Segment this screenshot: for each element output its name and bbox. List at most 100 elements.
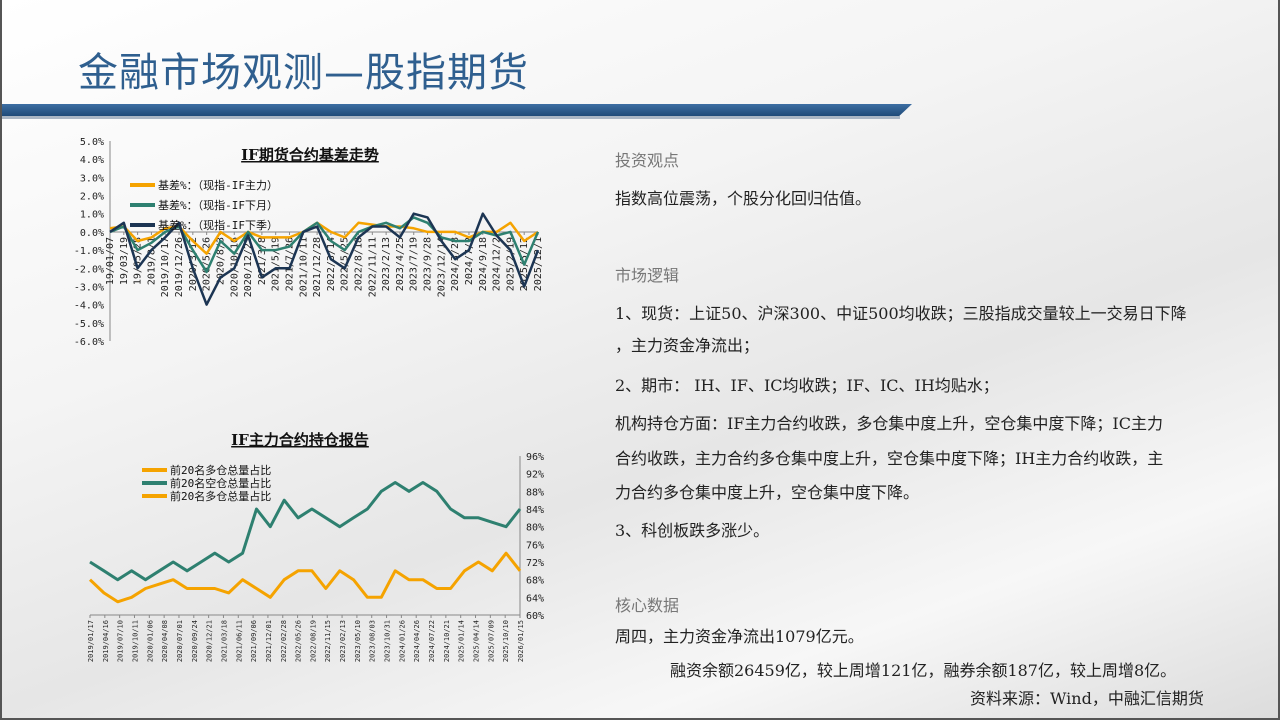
y-tick-label: -1.0%	[74, 246, 104, 257]
y-tick-label: 80%	[526, 523, 544, 534]
x-tick-label: 2024/10/21	[443, 620, 451, 662]
title-underline-bar	[0, 104, 912, 116]
x-tick-label: 2020/07/01	[176, 620, 184, 662]
x-tick-label: 2024/01/26	[398, 620, 406, 662]
x-tick-label: 2021/5/19	[271, 237, 282, 291]
x-tick-label: 2026/01/15	[517, 620, 525, 662]
x-tick-label: 2023/05/10	[354, 620, 362, 662]
x-tick-label: 2019/12/26	[174, 237, 185, 297]
x-tick-label: 2024/7/2	[464, 237, 475, 285]
chart-title: IF主力合约持仓报告	[231, 431, 369, 449]
x-tick-label: 2025/10/10	[502, 620, 510, 662]
legend-label: 基差%：（现指-IF主力）	[158, 178, 278, 192]
x-tick-label: 2022/11/11	[367, 237, 378, 297]
series-line-2	[109, 212, 540, 306]
y-tick-label: 4.0%	[80, 155, 104, 166]
x-tick-label: 2023/2/13	[381, 237, 392, 291]
x-tick-label: 2021/12/01	[265, 620, 273, 662]
x-tick-label: 2022/3/14	[326, 237, 337, 291]
chart-title: IF期货合约基差走势	[241, 146, 379, 164]
view-heading: 投资观点	[615, 151, 680, 170]
x-tick-label: 2024/9/18	[478, 237, 489, 291]
x-tick-label: 2020/12/21	[206, 620, 214, 662]
x-tick-label: 2023/08/03	[369, 620, 377, 662]
x-tick-label: 2019/04/16	[102, 620, 110, 662]
x-tick-label: 2019/07/10	[117, 620, 125, 662]
x-tick-label: 2023/02/13	[339, 620, 347, 662]
y-tick-label: 64%	[526, 593, 544, 604]
legend-label: 基差%：（现指-IF下季）	[158, 218, 278, 232]
x-tick-label: 2025/04/14	[473, 620, 481, 662]
x-tick-label: 2023/9/28	[423, 237, 434, 291]
slide-title: 金融市场观测—股指期货	[78, 50, 529, 96]
y-tick-label: 68%	[526, 576, 544, 587]
logic-inst-b: 合约收跌，主力合约多仓集中度上升，空仓集中度下降；IH主力合约收跌，主	[615, 449, 1164, 468]
y-tick-label: 88%	[526, 487, 544, 498]
x-tick-label: 2023/10/31	[384, 620, 392, 662]
x-tick-label: 2019/10/17	[160, 237, 171, 297]
x-tick-label: 2023/7/19	[409, 237, 420, 291]
y-tick-label: 72%	[526, 558, 544, 569]
x-tick-label: 2025/07/09	[487, 620, 495, 662]
logic-item-3: 3、科创板跌多涨少。	[615, 521, 770, 540]
x-tick-label: 2021/12/28	[312, 237, 323, 297]
y-tick-label: 0.0%	[80, 228, 104, 239]
y-tick-label: -3.0%	[74, 282, 104, 293]
x-tick-label: 2024/07/22	[428, 620, 436, 662]
x-tick-label: 2025/12/1	[533, 237, 544, 291]
logic-item-1a: 1、现货：上证50、沪深300、中证500均收跌；三股指成交量较上一交易日下降	[615, 304, 1187, 323]
y-tick-label: -6.0%	[74, 337, 104, 348]
x-tick-label: 2020/5/26	[202, 237, 213, 291]
logic-item-1b: ，主力资金净流出；	[615, 336, 760, 355]
x-tick-label: 2024/04/26	[413, 620, 421, 662]
logic-item-2: 2、期市： IH、IF、IC均收跌；IF、IC、IH均贴水；	[615, 376, 999, 395]
x-tick-label: 2022/11/15	[324, 620, 332, 662]
x-tick-label: 2019/10/11	[131, 620, 139, 662]
logic-heading: 市场逻辑	[615, 266, 680, 285]
y-tick-label: 2.0%	[80, 192, 104, 203]
y-tick-label: -4.0%	[74, 301, 104, 312]
y-tick-label: 76%	[526, 540, 544, 551]
x-tick-label: 2019/01/17	[87, 620, 95, 662]
position-chart: 96% 92% 88% 84% 80% 76% 72% 68% 64% 60% 2019/01/17…	[87, 431, 544, 662]
y-tick-label: 60%	[526, 611, 544, 622]
title-underline-thin	[0, 116, 900, 119]
legend-label: 基差%：（现指-IF下月）	[158, 198, 278, 212]
y-tick-label: 92%	[526, 470, 544, 481]
legend-label: 前20名多仓总量占比	[170, 489, 271, 503]
basis-chart: 5.0% 4.0% 3.0% 2.0% 1.0% 0.0% -1.0% -2.0% -3.0% -…	[74, 137, 544, 348]
x-tick-label: 2021/09/06	[250, 620, 258, 662]
x-tick-label: 2022/8/18	[354, 237, 365, 291]
x-tick-label: 2021/3/8	[257, 237, 268, 285]
y-tick-label: 5.0%	[80, 137, 104, 148]
legend-label: 前20名空仓总量占比	[170, 476, 271, 490]
view-text: 指数高位震荡，个股分化回归估值。	[615, 189, 872, 208]
x-tick-label: 2021/10/11	[298, 237, 309, 297]
x-tick-label: 19/03/19	[119, 237, 130, 285]
x-tick-label: 2022/05/26	[295, 620, 303, 662]
core-heading: 核心数据	[615, 596, 680, 615]
core-item-1: 周四，主力资金净流出1079亿元。	[615, 627, 864, 646]
source-note: 资料来源：Wind，中融汇信期货	[970, 689, 1204, 708]
legend-label: 前20名多仓总量占比	[170, 463, 271, 477]
x-tick-label: 2021/06/11	[235, 620, 243, 662]
x-tick-label: 2020/12/23	[243, 237, 254, 297]
x-tick-label: 19/05/28	[133, 237, 144, 285]
x-tick-label: 2023/4/25	[395, 237, 406, 291]
x-tick-label: 2020/8/3	[215, 237, 226, 285]
x-tick-label: 2025/2/19	[505, 237, 516, 291]
y-tick-label: -2.0%	[74, 264, 104, 275]
x-tick-label: 2024/12/2	[492, 237, 503, 291]
y-tick-label: 96%	[526, 452, 544, 463]
y-tick-label: 84%	[526, 505, 544, 516]
logic-inst-a: 机构持仓方面：IF主力合约收跌，多仓集中度上升，空仓集中度下降；IC主力	[615, 414, 1163, 433]
x-tick-label: 2020/01/06	[146, 620, 154, 662]
x-tick-label: 2022/08/19	[309, 620, 317, 662]
y-tick-label: 1.0%	[80, 210, 104, 221]
x-tick-label: 2024/3/28	[450, 237, 461, 291]
x-tick-label: 2020/09/24	[191, 620, 199, 662]
x-tick-label: 19/01/07	[105, 237, 116, 285]
x-tick-label: 2021/03/18	[220, 620, 228, 662]
x-tick-label: 2020/04/08	[161, 620, 169, 662]
x-tick-label: 2022/02/28	[280, 620, 288, 662]
